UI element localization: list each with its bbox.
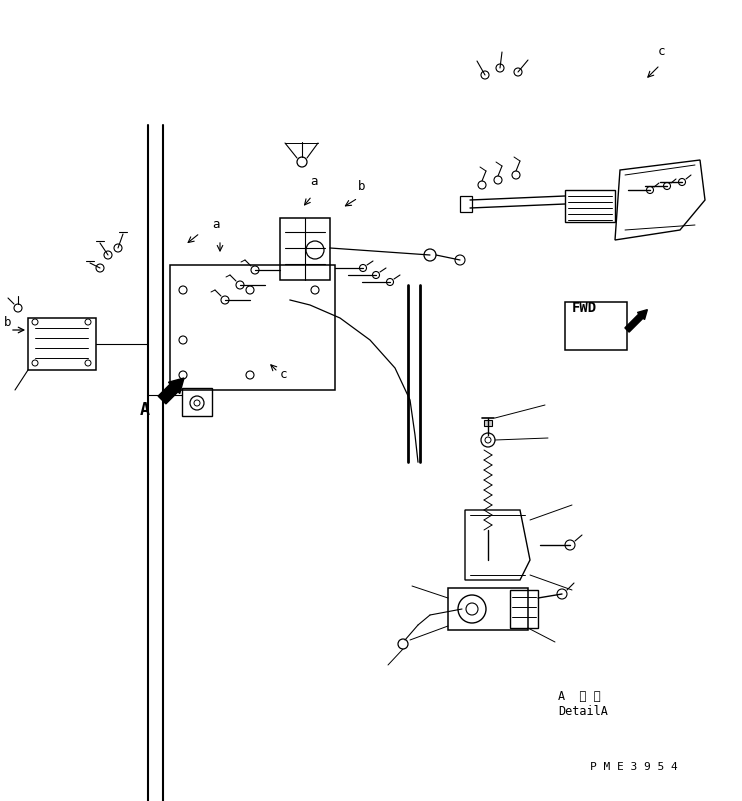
Text: FWD: FWD bbox=[572, 301, 597, 315]
Bar bbox=[565, 302, 627, 350]
Bar bbox=[28, 318, 96, 370]
Text: a: a bbox=[212, 218, 220, 231]
Text: c: c bbox=[280, 368, 287, 381]
Bar bbox=[448, 588, 528, 630]
Bar bbox=[510, 590, 538, 628]
Text: P M E 3 9 5 4: P M E 3 9 5 4 bbox=[590, 762, 677, 772]
Text: b: b bbox=[358, 180, 366, 193]
FancyArrow shape bbox=[158, 378, 184, 404]
Bar bbox=[484, 420, 492, 426]
Bar bbox=[170, 265, 335, 390]
Text: A: A bbox=[140, 401, 150, 419]
Text: DetailA: DetailA bbox=[558, 705, 608, 718]
Bar bbox=[460, 196, 472, 212]
Text: a: a bbox=[310, 175, 318, 188]
Text: b: b bbox=[4, 316, 11, 329]
Bar bbox=[280, 218, 330, 280]
Text: A  詳 細: A 詳 細 bbox=[558, 690, 601, 703]
Bar bbox=[565, 190, 615, 222]
Text: c: c bbox=[658, 45, 666, 58]
FancyArrow shape bbox=[625, 310, 647, 332]
Bar bbox=[182, 388, 212, 416]
